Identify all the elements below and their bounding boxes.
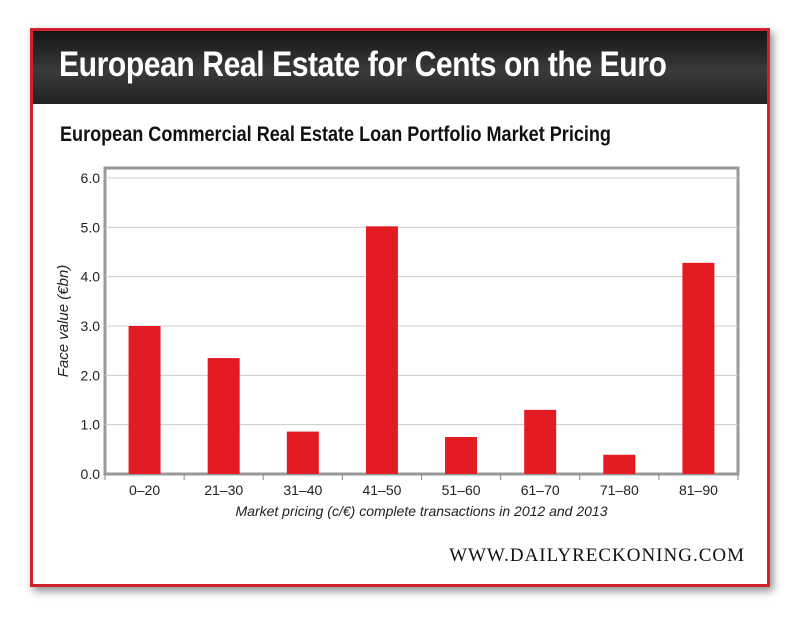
x-tick-label: 31–40 — [283, 482, 322, 498]
bar-31–40 — [286, 431, 319, 474]
brand-watermark: WWW.DAILYRECKONING.COM — [449, 545, 745, 566]
x-tick-label: 81–90 — [679, 482, 718, 498]
bar-71–80 — [603, 454, 636, 474]
y-tick-label: 6.0 — [81, 170, 101, 186]
bar-61–70 — [524, 409, 557, 474]
y-tick-label: 2.0 — [81, 367, 101, 383]
bar-21–30 — [207, 358, 240, 474]
chart-title: European Commercial Real Estate Loan Por… — [60, 123, 611, 146]
bar-0–20 — [128, 326, 161, 474]
x-tick-label: 0–20 — [129, 482, 160, 498]
y-tick-label: 0.0 — [81, 466, 101, 482]
x-tick-label: 71–80 — [600, 482, 639, 498]
x-tick-label: 61–70 — [521, 482, 560, 498]
page-title: European Real Estate for Cents on the Eu… — [59, 45, 667, 84]
header-banner: European Real Estate for Cents on the Eu… — [33, 31, 767, 104]
bar-51–60 — [445, 437, 478, 474]
bar-81–90 — [682, 262, 715, 474]
y-tick-label: 5.0 — [81, 219, 101, 235]
y-axis-label: Face value (€bn) — [55, 265, 72, 378]
x-tick-label: 21–30 — [204, 482, 243, 498]
y-tick-label: 4.0 — [81, 269, 101, 285]
x-tick-label: 41–50 — [362, 482, 401, 498]
x-axis-label: Market pricing (c/€) complete transactio… — [236, 503, 608, 519]
bar-41–50 — [365, 226, 398, 474]
plot-area — [103, 166, 740, 476]
y-tick-label: 1.0 — [81, 417, 101, 433]
x-tick-label: 51–60 — [442, 482, 481, 498]
y-tick-label: 3.0 — [81, 318, 101, 334]
